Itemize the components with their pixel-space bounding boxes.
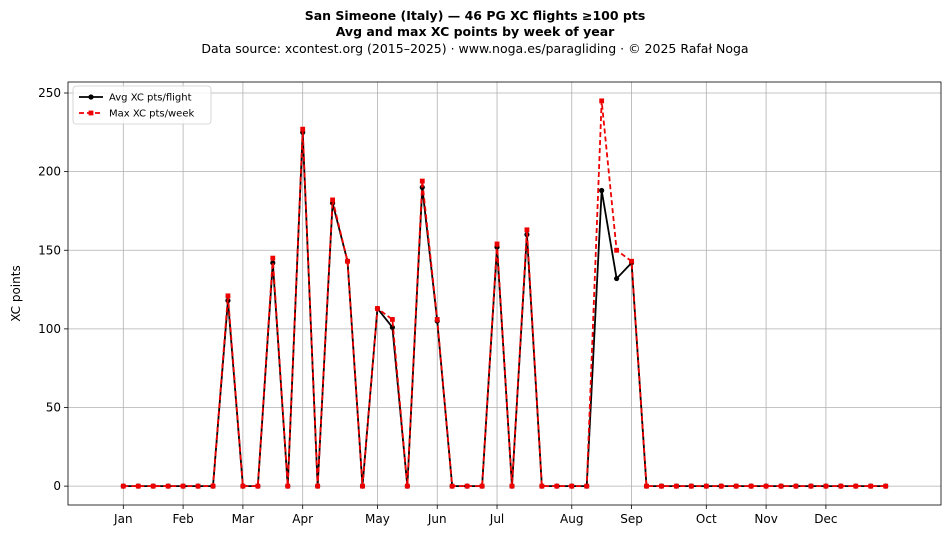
data-point xyxy=(599,98,605,104)
x-axis-ticks: Jan Feb Mar Apr May Jun Jul Aug Sep Oct Nov Dec xyxy=(113,505,838,526)
chart-subtitle: Avg and max XC points by week of year xyxy=(335,24,615,39)
series-layer xyxy=(120,98,889,489)
data-point xyxy=(270,260,276,266)
chart-title: San Simeone (Italy) — 46 PG XC flights ≥… xyxy=(304,8,646,23)
data-point xyxy=(120,483,126,489)
data-point xyxy=(584,483,590,489)
data-point xyxy=(165,483,171,489)
data-point xyxy=(150,483,156,489)
data-point xyxy=(315,483,321,489)
data-point xyxy=(674,483,679,489)
data-point xyxy=(240,483,246,489)
data-point xyxy=(868,483,874,489)
data-point xyxy=(688,483,694,489)
x-tick-label: Nov xyxy=(754,512,777,526)
data-point xyxy=(449,483,455,489)
x-tick-label: May xyxy=(365,512,390,526)
data-point xyxy=(838,483,844,489)
plot-frame xyxy=(67,81,942,506)
data-point xyxy=(494,241,500,247)
data-point xyxy=(569,483,575,489)
data-point xyxy=(330,197,335,203)
x-tick-label: Dec xyxy=(814,512,837,526)
data-point xyxy=(225,293,231,299)
x-tick-label: Jul xyxy=(489,512,504,526)
y-tick-label: 50 xyxy=(46,401,61,415)
data-point xyxy=(434,317,440,322)
data-point xyxy=(554,483,560,489)
data-point xyxy=(180,483,186,489)
data-point xyxy=(599,187,605,194)
y-tick-label: 150 xyxy=(38,243,61,257)
data-point xyxy=(614,275,620,282)
data-point xyxy=(524,227,530,233)
data-point xyxy=(748,483,754,489)
data-point xyxy=(778,483,784,489)
legend: Avg XC pts/flight Max XC pts/week xyxy=(72,85,212,125)
legend-box xyxy=(72,85,212,125)
data-point xyxy=(853,483,859,489)
data-point xyxy=(509,483,515,489)
series-avg xyxy=(120,129,889,489)
x-tick-label: Apr xyxy=(292,512,313,526)
data-point xyxy=(883,483,889,489)
data-point xyxy=(479,483,485,489)
data-point xyxy=(195,483,201,489)
legend-swatch-marker xyxy=(88,94,94,100)
data-point xyxy=(703,483,709,489)
y-tick-label: 0 xyxy=(53,479,61,493)
grid-lines xyxy=(68,82,941,505)
data-point xyxy=(389,317,395,322)
data-point xyxy=(629,258,634,264)
x-tick-label: Oct xyxy=(696,512,717,526)
y-tick-label: 100 xyxy=(38,322,61,336)
data-point xyxy=(718,483,724,489)
data-point xyxy=(404,483,410,489)
legend-swatch-marker xyxy=(88,110,94,116)
data-point xyxy=(270,255,276,261)
data-source-note: Data source: xcontest.org (2015–2025) · … xyxy=(201,41,749,56)
data-point xyxy=(210,483,216,489)
data-point xyxy=(808,483,814,489)
y-tick-label: 200 xyxy=(38,165,61,179)
data-point xyxy=(733,483,739,489)
series-line xyxy=(123,131,886,488)
data-point xyxy=(375,306,380,311)
data-point xyxy=(360,483,365,489)
x-tick-label: Sep xyxy=(620,512,643,526)
data-point xyxy=(659,483,664,489)
data-point xyxy=(539,483,545,489)
data-point xyxy=(345,258,350,264)
y-axis-label: XC points xyxy=(9,265,23,321)
y-axis-ticks: 0 50 100 150 200 250 xyxy=(38,86,68,493)
data-point xyxy=(285,483,291,489)
legend-label: Max XC pts/week xyxy=(109,109,194,120)
series-line xyxy=(123,99,886,488)
data-point xyxy=(464,483,470,489)
x-tick-label: Jun xyxy=(427,512,447,526)
y-tick-label: 250 xyxy=(38,86,61,100)
data-point xyxy=(419,178,425,184)
data-point xyxy=(614,247,620,253)
data-point xyxy=(763,483,769,489)
chart-title-block: San Simeone (Italy) — 46 PG XC flights ≥… xyxy=(0,8,950,57)
series-max xyxy=(120,98,889,489)
data-point xyxy=(300,126,306,132)
x-tick-label: Feb xyxy=(172,512,193,526)
x-tick-label: Aug xyxy=(560,512,583,526)
data-point xyxy=(793,483,799,489)
x-tick-label: Mar xyxy=(232,512,255,526)
legend-label: Avg XC pts/flight xyxy=(109,93,192,104)
data-point xyxy=(823,483,829,489)
data-point xyxy=(644,483,649,489)
data-point xyxy=(255,483,261,489)
x-tick-label: Jan xyxy=(113,512,133,526)
data-point xyxy=(135,483,141,489)
